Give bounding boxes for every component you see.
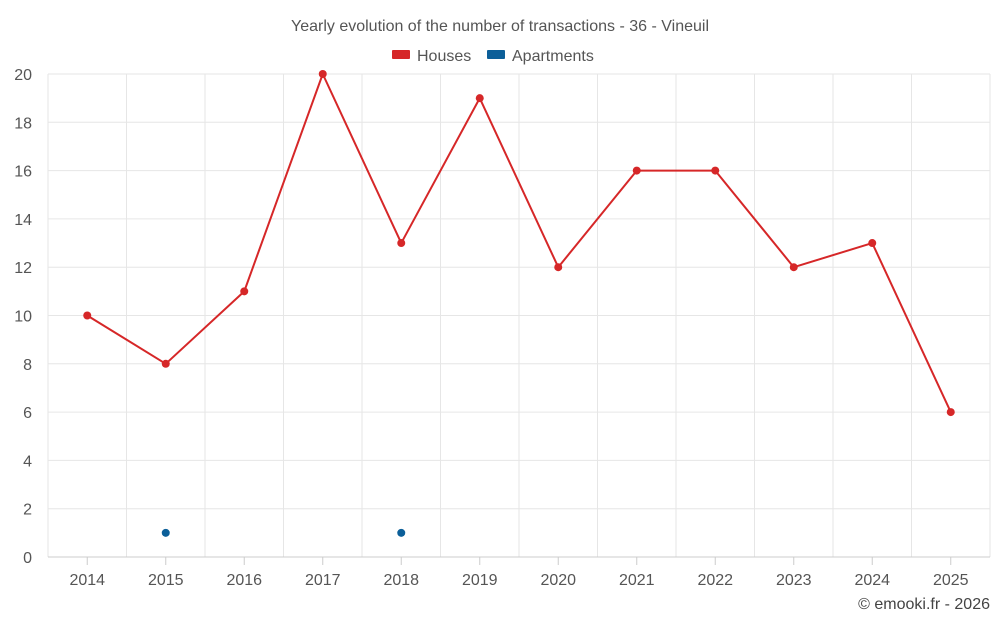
legend: Houses Apartments bbox=[392, 48, 594, 65]
x-tick-label: 2023 bbox=[776, 572, 812, 589]
data-point-houses-2017[interactable] bbox=[318, 70, 327, 78]
y-tick-label: 0 bbox=[23, 550, 32, 567]
legend-item-houses[interactable]: Houses bbox=[392, 48, 471, 65]
x-tick-label: 2019 bbox=[462, 572, 498, 589]
data-point-houses-2025[interactable] bbox=[946, 408, 955, 417]
legend-item-apartments[interactable]: Apartments bbox=[487, 48, 594, 65]
data-point-houses-2014[interactable] bbox=[83, 311, 92, 320]
x-tick-label: 2017 bbox=[305, 572, 341, 589]
data-point-houses-2015[interactable] bbox=[161, 359, 170, 368]
y-tick-label: 6 bbox=[23, 405, 32, 422]
y-tick-label: 8 bbox=[23, 357, 32, 374]
legend-swatch-apartments bbox=[487, 50, 505, 59]
x-tick-label: 2020 bbox=[540, 572, 576, 589]
data-point-houses-2024[interactable] bbox=[868, 239, 877, 248]
y-tick-label: 18 bbox=[14, 115, 32, 132]
series-apartments bbox=[161, 528, 406, 537]
y-tick-label: 14 bbox=[14, 212, 32, 229]
x-tick-label: 2018 bbox=[383, 572, 419, 589]
x-tick-label: 2024 bbox=[854, 572, 890, 589]
data-point-houses-2022[interactable] bbox=[711, 166, 720, 175]
y-tick-label: 10 bbox=[14, 309, 32, 326]
y-tick-label: 2 bbox=[23, 502, 32, 519]
data-point-houses-2019[interactable] bbox=[475, 94, 484, 103]
y-tick-label: 12 bbox=[14, 260, 32, 277]
y-tick-label: 20 bbox=[14, 67, 32, 84]
x-tick-label: 2025 bbox=[933, 572, 969, 589]
series-layer bbox=[83, 70, 955, 537]
x-axis-ticks: 2014 2015 2016 2017 2018 2019 2020 2021 2022 2023… bbox=[69, 557, 969, 589]
series-line-houses bbox=[86, 73, 952, 413]
legend-label-houses: Houses bbox=[417, 48, 471, 65]
data-point-apartments-2018[interactable] bbox=[397, 528, 406, 537]
x-tick-label: 2016 bbox=[226, 572, 262, 589]
data-point-houses-2023[interactable] bbox=[789, 263, 798, 272]
x-tick-label: 2021 bbox=[619, 572, 655, 589]
data-point-houses-2021[interactable] bbox=[632, 166, 641, 175]
y-tick-label: 16 bbox=[14, 164, 32, 181]
legend-label-apartments: Apartments bbox=[512, 48, 594, 65]
x-tick-label: 2014 bbox=[69, 572, 105, 589]
credit-text: © emooki.fr - 2026 bbox=[858, 596, 990, 613]
y-axis-ticks: 0 2 4 6 8 10 12 14 16 18 20 bbox=[14, 67, 32, 567]
grid-lines bbox=[47, 73, 991, 557]
data-point-houses-2018[interactable] bbox=[397, 239, 406, 248]
y-tick-label: 4 bbox=[23, 453, 32, 470]
x-tick-label: 2022 bbox=[697, 572, 733, 589]
data-point-apartments-2015[interactable] bbox=[161, 528, 170, 537]
data-point-houses-2016[interactable] bbox=[240, 287, 249, 296]
chart-title: Yearly evolution of the number of transa… bbox=[291, 18, 709, 35]
x-tick-label: 2015 bbox=[148, 572, 184, 589]
series-houses bbox=[83, 70, 955, 417]
data-point-houses-2020[interactable] bbox=[554, 263, 563, 272]
legend-swatch-houses bbox=[392, 50, 410, 59]
